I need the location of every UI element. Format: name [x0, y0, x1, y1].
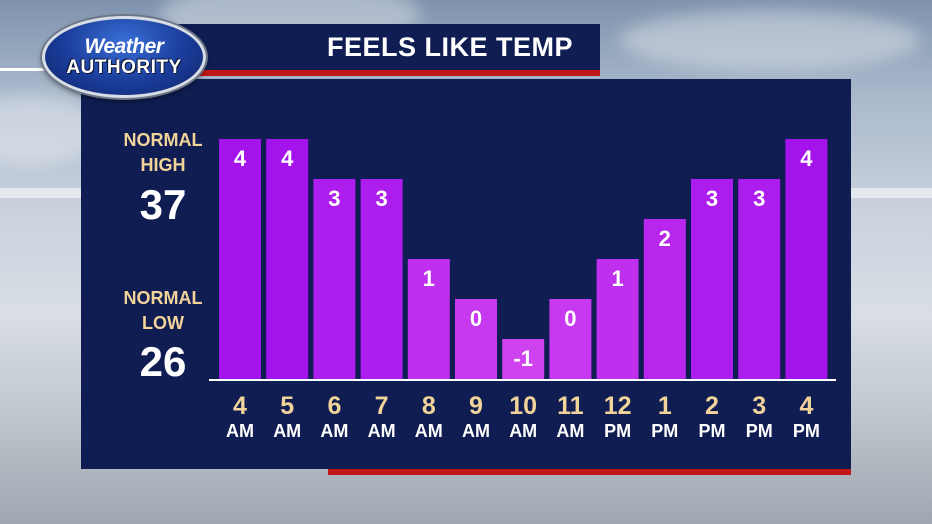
- x-tick-hour-9: 1: [658, 392, 672, 420]
- bar-12: [785, 139, 828, 379]
- x-tick-period-3: AM: [368, 421, 396, 441]
- bar-8: [596, 259, 639, 379]
- x-tick-period-12: PM: [793, 421, 820, 441]
- x-tick-period-7: AM: [556, 421, 584, 441]
- bar-value-label-9: 2: [659, 226, 671, 251]
- logo-line-2: AUTHORITY: [66, 56, 182, 78]
- x-tick-hour-2: 6: [327, 392, 341, 420]
- x-tick-period-0: AM: [226, 421, 254, 441]
- x-tick-period-1: AM: [273, 421, 301, 441]
- normal-high-value: 37: [139, 181, 187, 228]
- x-tick-period-8: PM: [604, 421, 631, 441]
- x-tick-hour-12: 4: [799, 392, 813, 420]
- x-tick-hour-7: 11: [557, 392, 584, 420]
- x-tick-hour-1: 5: [280, 392, 294, 420]
- normal-high-label-line2: HIGH: [140, 155, 186, 175]
- bar-value-label-11: 3: [753, 186, 765, 211]
- x-tick-hour-3: 7: [375, 392, 389, 420]
- panel-accent-bar: [328, 469, 851, 475]
- cloud-shape: [620, 10, 920, 70]
- background-stripe: [0, 188, 81, 198]
- normal-high-label-line1: NORMAL: [123, 130, 203, 150]
- weather-authority-logo: Weather AUTHORITY: [42, 16, 206, 98]
- bar-value-label-3: 3: [375, 186, 387, 211]
- bar-value-label-6: -1: [513, 346, 533, 371]
- x-tick-period-11: PM: [746, 421, 773, 441]
- bar-2: [313, 179, 356, 379]
- bar-value-label-4: 1: [423, 266, 435, 291]
- bar-3: [360, 179, 403, 379]
- bar-value-label-0: 4: [234, 146, 247, 171]
- bar-value-label-8: 1: [611, 266, 623, 291]
- bar-value-label-12: 4: [800, 146, 813, 171]
- normal-low-label-line1: NORMAL: [123, 288, 203, 308]
- header-accent-line: [0, 68, 60, 71]
- bar-0: [219, 139, 261, 379]
- x-tick-period-9: PM: [651, 421, 678, 441]
- bar-value-label-7: 0: [564, 306, 576, 331]
- x-tick-period-6: AM: [509, 421, 537, 441]
- x-tick-hour-5: 9: [469, 392, 483, 420]
- x-tick-hour-10: 2: [705, 392, 719, 420]
- bar-value-label-1: 4: [281, 146, 294, 171]
- x-tick-period-4: AM: [415, 421, 443, 441]
- x-tick-period-5: AM: [462, 421, 490, 441]
- bar-10: [691, 179, 733, 379]
- bar-9: [643, 219, 686, 379]
- normal-low-label-line2: LOW: [142, 313, 184, 333]
- x-tick-hour-8: 12: [604, 392, 632, 420]
- title-bar: FEELS LIKE TEMP: [110, 24, 600, 76]
- bar-7: [549, 299, 592, 379]
- bar-4: [407, 259, 450, 379]
- x-tick-hour-6: 10: [509, 392, 537, 420]
- x-tick-period-2: AM: [320, 421, 348, 441]
- x-tick-period-10: PM: [699, 421, 726, 441]
- bar-11: [738, 179, 781, 379]
- bar-1: [266, 139, 309, 379]
- bar-5: [455, 299, 497, 379]
- background-stripe: [851, 188, 932, 198]
- bar-value-label-10: 3: [706, 186, 718, 211]
- bar-value-label-5: 0: [470, 306, 482, 331]
- x-tick-hour-0: 4: [233, 392, 247, 420]
- x-tick-hour-11: 3: [752, 392, 766, 420]
- x-tick-hour-4: 8: [422, 392, 436, 420]
- bar-value-label-2: 3: [328, 186, 340, 211]
- normal-low-value: 26: [139, 338, 187, 385]
- logo-line-1: Weather: [84, 34, 164, 58]
- bar-6: [502, 339, 545, 379]
- page-title: FEELS LIKE TEMP: [326, 31, 574, 62]
